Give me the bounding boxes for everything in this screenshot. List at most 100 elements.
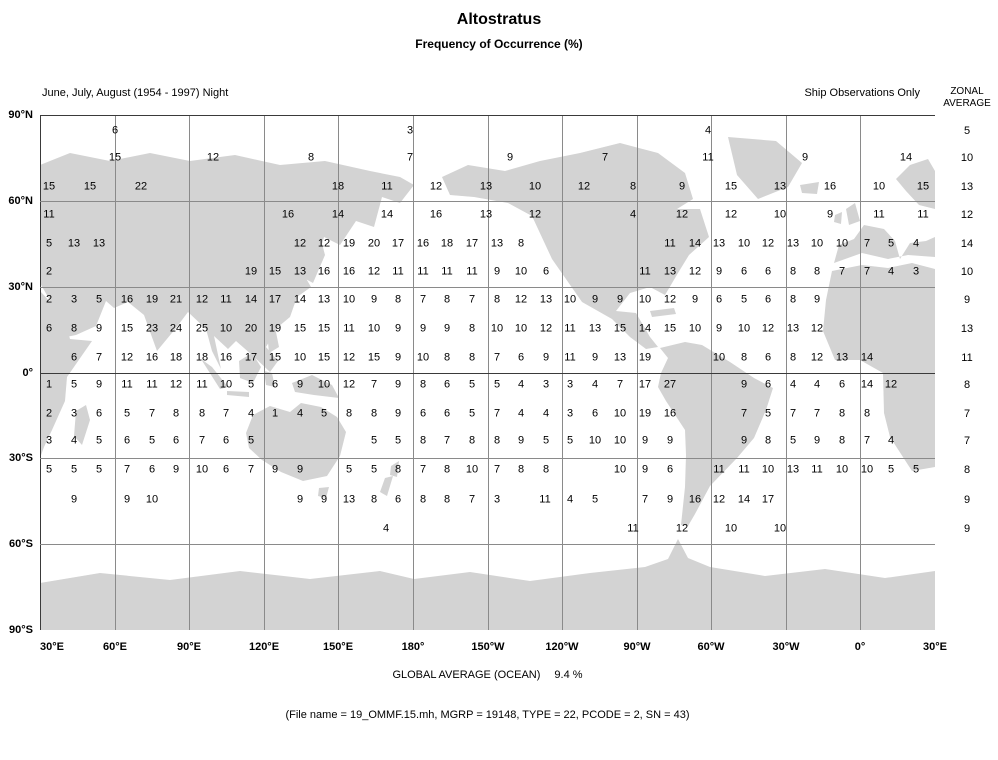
- zonal-average-column: 5 10 13 12 14 10 9 13 11 8 7 7 8 9 9: [936, 115, 998, 630]
- zonal-average-value: 9: [963, 523, 971, 535]
- grid-value: 9: [394, 322, 402, 335]
- grid-value: 8: [394, 293, 402, 306]
- grid-value: 11: [196, 378, 208, 391]
- grid-value: 9: [813, 434, 821, 447]
- grid-value: 11: [627, 522, 639, 535]
- grid-value: 19: [638, 407, 652, 420]
- grid-value: 11: [564, 322, 576, 335]
- grid-value: 12: [761, 237, 775, 250]
- lon-tick-label: 60°E: [103, 641, 127, 653]
- grid-value: 7: [370, 378, 378, 391]
- grid-value: 4: [813, 378, 821, 391]
- grid-value: 9: [493, 265, 501, 278]
- grid-value: 15: [42, 180, 56, 193]
- grid-value: 5: [95, 293, 103, 306]
- grid-value: 9: [691, 293, 699, 306]
- grid-value: 12: [342, 351, 356, 364]
- grid-value: 6: [666, 463, 674, 476]
- grid-value: 12: [169, 378, 183, 391]
- grid-value: 20: [244, 322, 258, 335]
- grid-value: 9: [70, 493, 78, 506]
- grid-value: 5: [70, 378, 78, 391]
- grid-value: 14: [331, 208, 345, 221]
- grid-value: 5: [370, 463, 378, 476]
- grid-value: 6: [764, 293, 772, 306]
- grid-value: 4: [789, 378, 797, 391]
- grid-value: 10: [528, 180, 542, 193]
- grid-value: 10: [860, 463, 874, 476]
- grid-value: 9: [517, 434, 525, 447]
- grid-value: 17: [465, 237, 479, 250]
- grid-value: 12: [688, 265, 702, 278]
- grid-value: 9: [394, 378, 402, 391]
- lat-tick-label: 90°S: [9, 624, 33, 636]
- grid-value: 5: [148, 434, 156, 447]
- grid-value: 9: [591, 293, 599, 306]
- period-label: June, July, August (1954 - 1997) Night: [42, 87, 229, 99]
- grid-value: 5: [740, 293, 748, 306]
- grid-value: 9: [666, 434, 674, 447]
- grid-value: 5: [45, 237, 53, 250]
- grid-value: 5: [566, 434, 574, 447]
- grid-value: 13: [92, 237, 106, 250]
- grid-value: 12: [120, 351, 134, 364]
- grid-value: 7: [789, 407, 797, 420]
- grid-value: 4: [517, 407, 525, 420]
- grid-value: 8: [370, 407, 378, 420]
- grid-value: 10: [342, 293, 356, 306]
- grid-value: 11: [713, 463, 725, 476]
- grid-value: 3: [70, 293, 78, 306]
- grid-value: 10: [145, 493, 159, 506]
- grid-value: 6: [764, 351, 772, 364]
- grid-value: 7: [123, 463, 131, 476]
- grid-value: 15: [293, 322, 307, 335]
- grid-value: 7: [493, 351, 501, 364]
- grid-value: 19: [244, 265, 258, 278]
- grid-value: 13: [67, 237, 81, 250]
- lat-tick-label: 90°N: [8, 109, 33, 121]
- grid-value: 15: [268, 351, 282, 364]
- grid-value: 19: [145, 293, 159, 306]
- grid-value: 13: [490, 237, 504, 250]
- global-average-label: GLOBAL AVERAGE (OCEAN): [392, 669, 541, 681]
- continents: [40, 137, 935, 630]
- lon-tick-label: 30°E: [40, 641, 64, 653]
- grid-value: 8: [789, 265, 797, 278]
- grid-value: 5: [370, 434, 378, 447]
- grid-value: 10: [416, 351, 430, 364]
- grid-value: 1: [271, 407, 279, 420]
- grid-value: 6: [123, 434, 131, 447]
- grid-value: 13: [786, 237, 800, 250]
- grid-value: 21: [169, 293, 183, 306]
- grid-value: 4: [591, 378, 599, 391]
- file-info: (File name = 19_OMMF.15.mh, MGRP = 19148…: [285, 709, 690, 721]
- grid-value: 9: [740, 378, 748, 391]
- grid-value: 6: [517, 351, 525, 364]
- grid-value: 11: [381, 180, 393, 193]
- grid-value: 10: [712, 351, 726, 364]
- grid-value: 13: [835, 351, 849, 364]
- grid-value: 15: [108, 151, 122, 164]
- grid-value: 16: [145, 351, 159, 364]
- grid-value: 8: [419, 493, 427, 506]
- grid-value: 13: [786, 322, 800, 335]
- grid-value: 8: [419, 434, 427, 447]
- grid-value: 8: [838, 434, 846, 447]
- zonal-average-value: 5: [963, 125, 971, 137]
- grid-value: 7: [838, 265, 846, 278]
- grid-value: 14: [737, 493, 751, 506]
- grid-value: 10: [773, 208, 787, 221]
- grid-value: 10: [317, 378, 331, 391]
- grid-value: 8: [307, 151, 315, 164]
- grid-value: 10: [195, 463, 209, 476]
- grid-value: 10: [514, 265, 528, 278]
- grid-value: 7: [198, 434, 206, 447]
- grid-value: 17: [761, 493, 775, 506]
- grid-value: 5: [887, 463, 895, 476]
- grid-value: 12: [528, 208, 542, 221]
- grid-value: 10: [773, 522, 787, 535]
- grid-value: 9: [296, 493, 304, 506]
- grid-value: 13: [342, 493, 356, 506]
- grid-value: 4: [542, 407, 550, 420]
- grid-value: 6: [838, 378, 846, 391]
